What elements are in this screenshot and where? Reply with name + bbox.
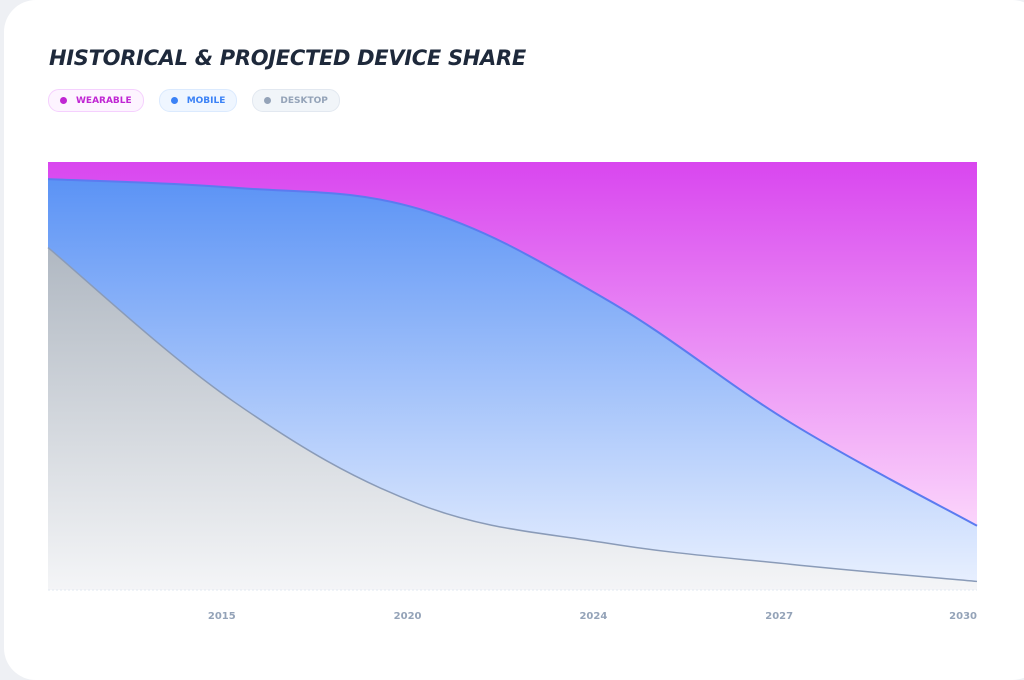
- x-tick-label: 2027: [765, 611, 793, 622]
- x-tick-label: 2030: [949, 611, 977, 622]
- line-mobile: [47, 178, 978, 527]
- legend-item-mobile[interactable]: MOBILE: [158, 89, 238, 112]
- legend-item-desktop[interactable]: DESKTOP: [252, 89, 340, 112]
- chart-title: HISTORICAL & PROJECTED DEVICE SHARE: [49, 46, 526, 70]
- stacked-area-chart: 2015 2020 2024 2027 2030: [47, 162, 978, 622]
- legend: WEARABLE MOBILE DESKTOP: [48, 89, 340, 112]
- legend-dot-icon: [264, 97, 272, 104]
- legend-dot-icon: [60, 97, 67, 104]
- x-tick-label: 2020: [394, 611, 422, 622]
- line-desktop: [47, 247, 978, 583]
- legend-label: WEARABLE: [76, 95, 132, 106]
- area-desktop: [48, 247, 977, 590]
- legend-label: DESKTOP: [280, 95, 328, 106]
- x-tick-label: 2015: [208, 611, 236, 622]
- legend-label: MOBILE: [186, 95, 226, 106]
- x-tick-label: 2024: [579, 611, 607, 622]
- legend-dot-icon: [170, 97, 178, 104]
- legend-item-wearable[interactable]: WEARABLE: [48, 89, 144, 112]
